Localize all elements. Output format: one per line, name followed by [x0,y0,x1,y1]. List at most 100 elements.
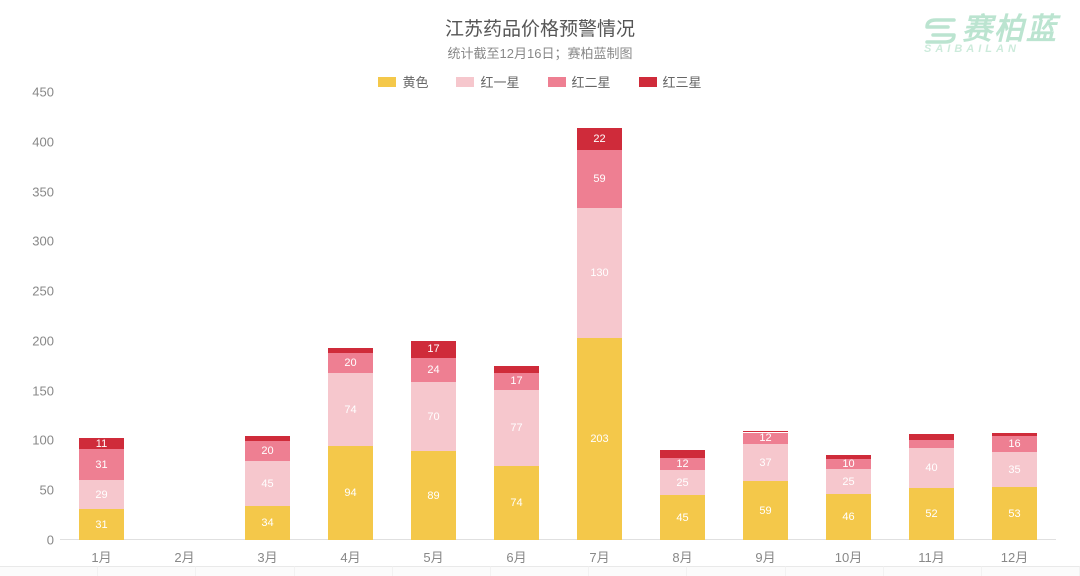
bar-segment: 70 [411,382,457,452]
y-tick-label: 350 [16,184,54,199]
chart-title: 江苏药品价格预警情况 [24,14,1056,41]
bar-segment: 31 [79,449,125,480]
bar-segment: 53 [992,487,1038,540]
bar-segment: 94 [328,446,374,540]
bar-segment: 31 [79,509,125,540]
bar-segment: 52 [909,488,955,540]
legend-label: 黄色 [402,72,428,91]
bar-value-label: 22 [593,133,605,145]
plot-area: 0501001502002503003504004501月312931112月3… [60,92,1056,540]
x-category-label: 4月 [340,547,360,566]
bar-value-label: 74 [510,497,522,509]
bar-value-label: 12 [676,458,688,470]
bar-segment: 203 [577,338,623,540]
y-tick-label: 200 [16,333,54,348]
bar-value-label: 31 [95,459,107,471]
bar-value-label: 94 [344,487,356,499]
bar-segment: 22 [577,128,623,150]
bar-segment: 12 [660,458,706,470]
bar-segment: 7 [494,366,540,373]
bar-value-label: 29 [95,489,107,501]
legend-label: 红二星 [572,72,611,91]
x-axis-line [60,539,1056,540]
legend-label: 红三星 [663,72,702,91]
y-tick-label: 50 [16,483,54,498]
bar-segment: 45 [660,495,706,540]
bar-segment: 45 [245,461,291,506]
x-category-label: 3月 [257,547,277,566]
legend-label: 红一星 [480,72,519,91]
bar-segment: 59 [743,481,789,540]
legend-item: 黄色 [378,72,428,91]
bar-value-label: 77 [510,422,522,434]
bar-value-label: 12 [759,433,771,445]
bar-segment: 25 [826,469,872,494]
bar-segment: 59 [577,150,623,209]
bar-value-label: 59 [593,173,605,185]
bar-segment: 37 [743,444,789,481]
bar-segment: 10 [826,459,872,469]
y-tick-label: 400 [16,134,54,149]
legend-swatch [639,77,657,87]
bar-value-label: 35 [1008,464,1020,476]
bar-segment: 4 [826,455,872,459]
bar-value-label: 70 [427,411,439,423]
bar-segment: 2 [743,431,789,433]
bar-value-label: 130 [590,267,608,279]
brand-name-en: SAIBAILAN [924,45,1058,55]
x-category-label: 11月 [918,547,945,566]
bar-segment: 6 [909,434,955,440]
bar-value-label: 20 [261,445,273,457]
bar-value-label: 74 [344,404,356,416]
x-category-label: 6月 [506,547,526,566]
bar-value-label: 31 [95,519,107,531]
bar-segment: 24 [411,358,457,382]
y-tick-label: 450 [16,85,54,100]
legend-item: 红二星 [548,72,611,91]
bar-segment: 25 [660,470,706,495]
bar-segment: 34 [245,506,291,540]
bar-segment: 8 [909,440,955,448]
bar-value-label: 37 [759,457,771,469]
bar-value-label: 34 [261,517,273,529]
bar-segment: 74 [494,466,540,540]
bar-segment: 20 [328,353,374,373]
x-category-label: 7月 [589,547,609,566]
bar-value-label: 89 [427,490,439,502]
bar-value-label: 24 [427,364,439,376]
legend-swatch [456,77,474,87]
bar-segment: 11 [79,438,125,449]
y-tick-label: 250 [16,284,54,299]
bar-segment: 4 [992,433,1038,437]
bar-value-label: 25 [676,477,688,489]
bar-segment: 20 [245,441,291,461]
bar-segment: 46 [826,494,872,540]
bar-segment: 17 [411,341,457,358]
bar-value-label: 59 [759,505,771,517]
bar-value-label: 11 [96,438,107,449]
legend-item: 红三星 [639,72,702,91]
y-tick-label: 100 [16,433,54,448]
bar-value-label: 45 [261,478,273,490]
legend-swatch [378,77,396,87]
x-category-label: 12月 [1001,547,1028,566]
bar-value-label: 20 [344,357,356,369]
bar-value-label: 17 [510,375,522,387]
x-category-label: 8月 [672,547,692,566]
bar-value-label: 203 [590,433,608,445]
bar-segment: 17 [494,373,540,390]
legend-item: 红一星 [456,72,519,91]
bar-value-label: 40 [925,462,937,474]
bar-segment: 74 [328,373,374,447]
bar-segment: 29 [79,480,125,509]
bar-value-label: 46 [842,511,854,523]
x-category-label: 10月 [835,547,862,566]
bar-value-label: 16 [1008,438,1020,450]
bar-segment: 40 [909,448,955,488]
x-category-label: 9月 [755,547,775,566]
x-category-label: 5月 [423,547,443,566]
y-tick-label: 300 [16,234,54,249]
y-tick-label: 150 [16,383,54,398]
x-category-label: 1月 [91,547,111,566]
bar-segment: 16 [992,436,1038,452]
